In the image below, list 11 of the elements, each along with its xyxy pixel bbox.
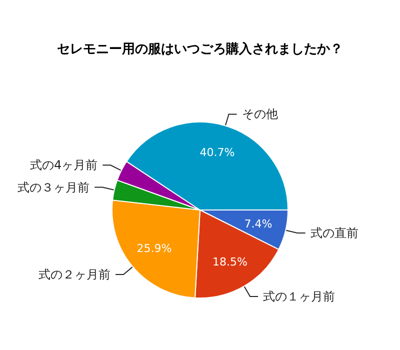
- data-label: 25.9%: [136, 242, 172, 256]
- slice-label: 式の１ヶ月前: [263, 290, 336, 304]
- data-label: 40.7%: [200, 146, 235, 160]
- chart-title: セレモニー用の服はいつごろ購入されましたか？: [57, 41, 343, 57]
- data-label: 7.4%: [244, 217, 272, 230]
- slice-label: 式の２ヶ月前: [38, 267, 111, 282]
- data-label: 18.5%: [212, 255, 248, 268]
- slice-label: その他: [242, 107, 278, 122]
- slice-label: 式の4ヶ月前: [30, 158, 98, 172]
- slice-label: 式の直前: [310, 226, 358, 240]
- slice-label: 式の３ヶ月前: [18, 180, 90, 194]
